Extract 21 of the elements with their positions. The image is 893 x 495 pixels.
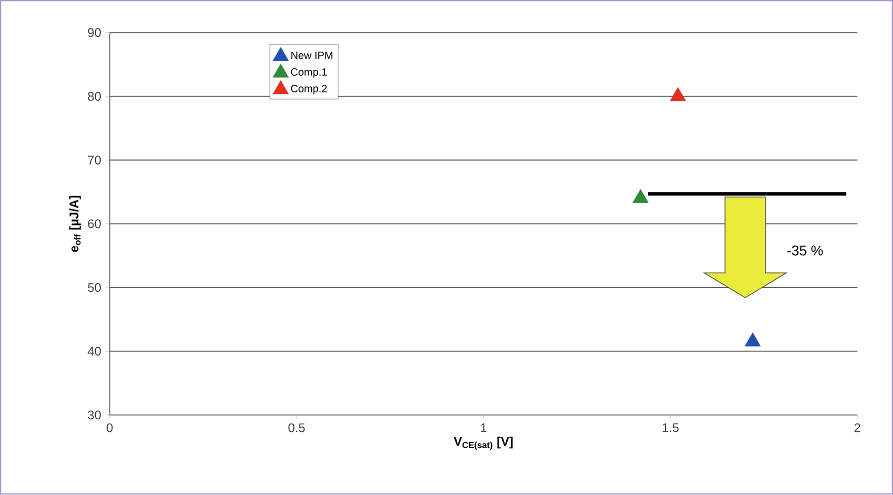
legend-label: Comp.2 xyxy=(291,85,327,95)
y-tick-label: 80 xyxy=(88,92,101,101)
y-axis-title: e$_{off}$ [µJ/A] xyxy=(69,196,81,252)
x-tick-label: 1.5 xyxy=(662,424,679,432)
legend-label: New IPM xyxy=(291,52,332,60)
x-tick-label: 0 xyxy=(106,424,113,432)
point xyxy=(670,87,686,102)
y-tick-label: 30 xyxy=(88,410,101,420)
y-tick-label: 50 xyxy=(88,283,101,292)
annotation: -35 % xyxy=(787,246,823,256)
y-tick-label: 70 xyxy=(88,156,101,165)
x-tick-label: 1 xyxy=(481,424,486,432)
x-tick-label: 0.5 xyxy=(288,424,305,432)
y-tick-label: 40 xyxy=(88,346,101,356)
x-axis-title: V$_{CE(sat)}$ [V] xyxy=(454,436,513,450)
point xyxy=(744,332,761,347)
x-tick-label: 2 xyxy=(854,424,860,432)
legend-label: Comp.1 xyxy=(291,68,327,78)
y-tick-label: 90 xyxy=(88,28,101,38)
point xyxy=(632,189,649,204)
y-tick-label: 60 xyxy=(88,220,101,228)
